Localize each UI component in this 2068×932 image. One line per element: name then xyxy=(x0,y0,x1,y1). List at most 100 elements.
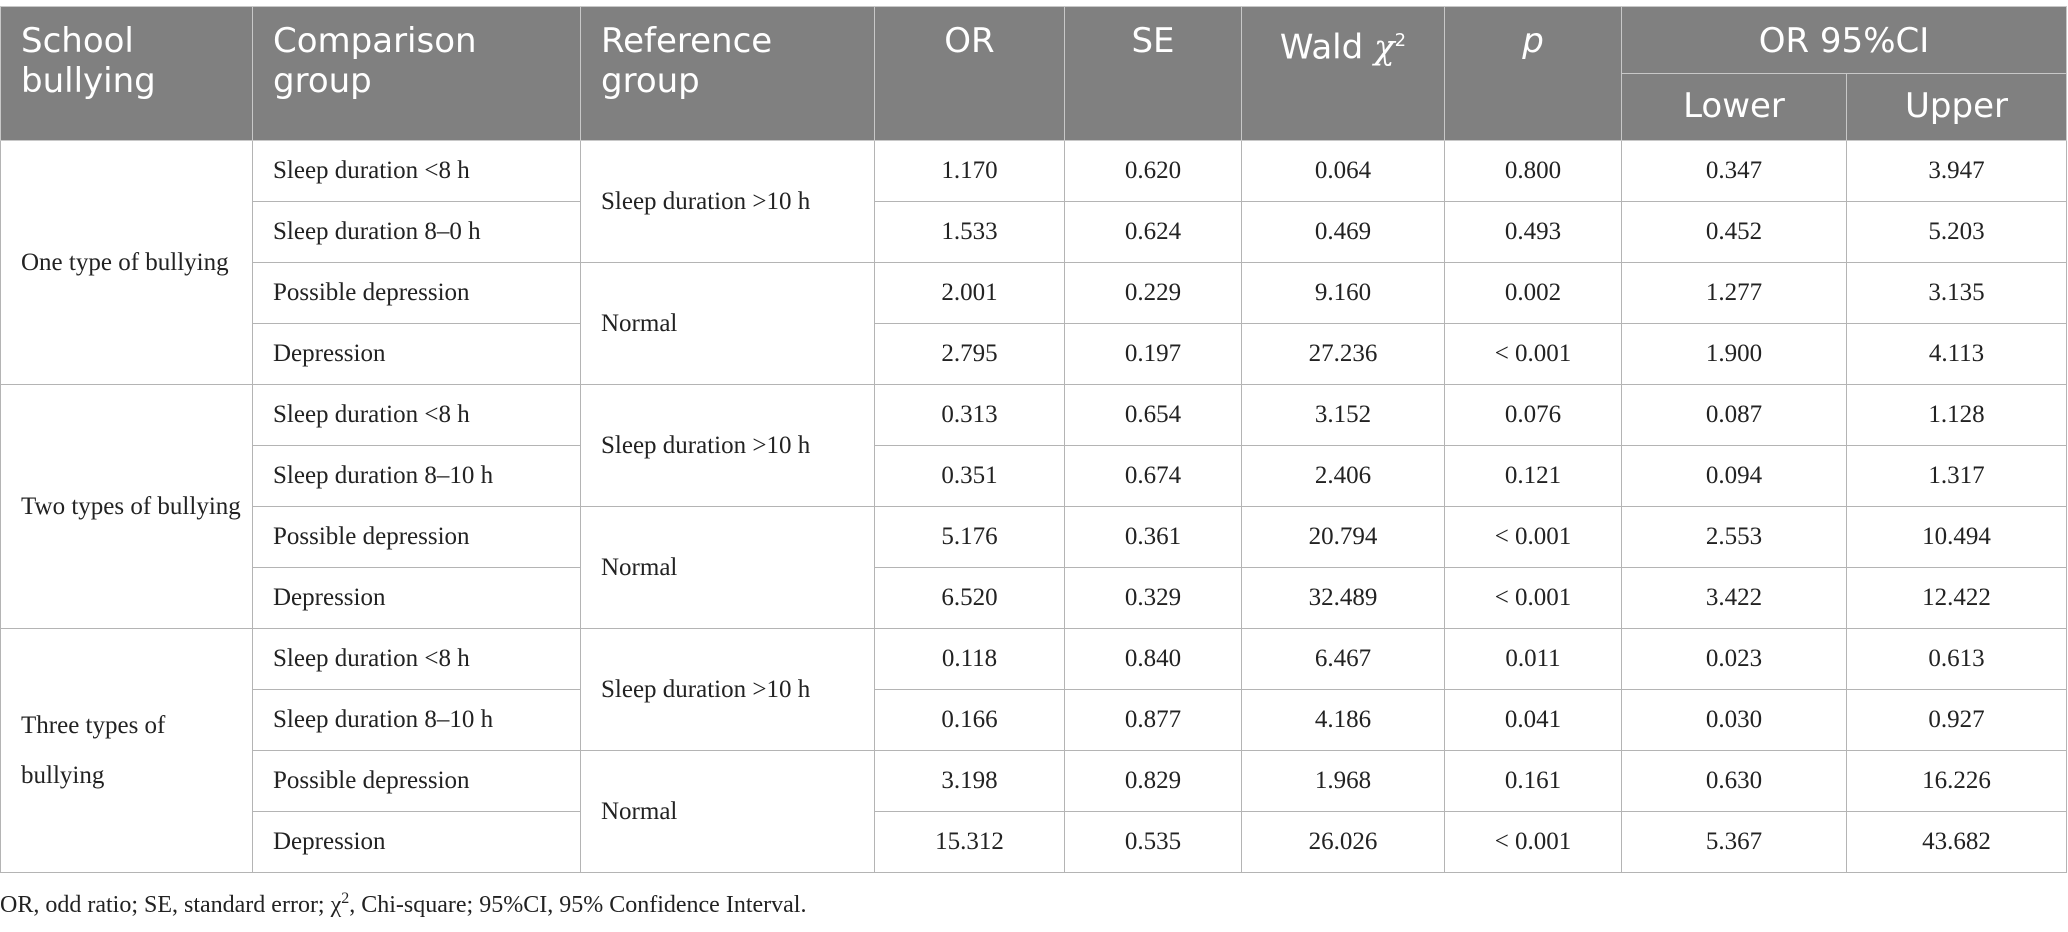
table-row: Possible depression Normal 3.198 0.829 1.968… xyxy=(1,750,2067,873)
header-school-bullying: School bullying xyxy=(0,6,253,141)
comparison-cell: Sleep duration <8 h xyxy=(252,384,581,446)
or-cell: 0.351 xyxy=(874,445,1065,507)
upper-cell: 1.128 xyxy=(1846,384,2067,446)
header-or-95ci: OR 95%CI xyxy=(1621,6,2067,74)
or-cell: 0.118 xyxy=(874,628,1065,690)
lower-cell: 0.452 xyxy=(1621,201,1847,263)
reference-cell: Sleep duration >10 h xyxy=(580,628,875,751)
se-cell: 0.229 xyxy=(1064,262,1242,324)
comparison-cell: Depression xyxy=(252,567,581,629)
wald-cell: 9.160 xyxy=(1241,262,1445,324)
reference-cell: Normal xyxy=(580,750,875,873)
upper-cell: 0.613 xyxy=(1846,628,2067,690)
wald-cell: 0.469 xyxy=(1241,201,1445,263)
comparison-cell: Sleep duration 8–0 h xyxy=(252,201,581,263)
reference-cell: Normal xyxy=(580,262,875,385)
p-cell: 0.121 xyxy=(1444,445,1622,507)
wald-cell: 27.236 xyxy=(1241,323,1445,385)
comparison-cell: Possible depression xyxy=(252,506,581,568)
header-lower: Lower xyxy=(1621,73,1847,141)
reference-cell: Sleep duration >10 h xyxy=(580,384,875,507)
table-row: Depression 2.795 0.197 27.236 < 0.001 1.900 4.… xyxy=(1,323,2067,385)
table-row: Depression 15.312 0.535 26.026 < 0.001 5.367 4… xyxy=(1,811,2067,873)
p-cell: 0.493 xyxy=(1444,201,1622,263)
wald-cell: 6.467 xyxy=(1241,628,1445,690)
p-cell: 0.011 xyxy=(1444,628,1622,690)
header-upper: Upper xyxy=(1846,73,2067,141)
se-cell: 0.654 xyxy=(1064,384,1242,446)
chi-superscript: 2 xyxy=(1394,30,1407,51)
table-row: Sleep duration 8–10 h 0.166 0.877 4.186 0.04… xyxy=(1,689,2067,751)
lower-cell: 0.087 xyxy=(1621,384,1847,446)
se-cell: 0.877 xyxy=(1064,689,1242,751)
or-cell: 15.312 xyxy=(874,811,1065,873)
upper-cell: 1.317 xyxy=(1846,445,2067,507)
wald-cell: 4.186 xyxy=(1241,689,1445,751)
se-cell: 0.535 xyxy=(1064,811,1242,873)
se-cell: 0.620 xyxy=(1064,140,1242,202)
lower-cell: 1.277 xyxy=(1621,262,1847,324)
p-cell: < 0.001 xyxy=(1444,323,1622,385)
comparison-cell: Sleep duration 8–10 h xyxy=(252,445,581,507)
group-label: One type of bullying xyxy=(0,140,253,385)
p-cell: 0.800 xyxy=(1444,140,1622,202)
table-row: Possible depression Normal 2.001 0.229 9.160… xyxy=(1,262,2067,385)
wald-cell: 20.794 xyxy=(1241,506,1445,568)
header-wald-chi2: Wald χ2 xyxy=(1241,6,1445,141)
comparison-cell: Sleep duration 8–10 h xyxy=(252,689,581,751)
table-footnote: OR, odd ratio; SE, standard error; χ2, C… xyxy=(0,890,806,919)
lower-cell: 1.900 xyxy=(1621,323,1847,385)
or-cell: 5.176 xyxy=(874,506,1065,568)
or-cell: 1.533 xyxy=(874,201,1065,263)
lower-cell: 3.422 xyxy=(1621,567,1847,629)
comparison-cell: Sleep duration <8 h xyxy=(252,140,581,202)
wald-cell: 32.489 xyxy=(1241,567,1445,629)
upper-cell: 16.226 xyxy=(1846,750,2067,812)
upper-cell: 5.203 xyxy=(1846,201,2067,263)
results-table: School bullying Comparison group Referen… xyxy=(0,6,2067,873)
comparison-cell: Possible depression xyxy=(252,750,581,812)
comparison-cell: Possible depression xyxy=(252,262,581,324)
or-cell: 1.170 xyxy=(874,140,1065,202)
or-cell: 6.520 xyxy=(874,567,1065,629)
se-cell: 0.840 xyxy=(1064,628,1242,690)
wald-cell: 1.968 xyxy=(1241,750,1445,812)
wald-cell: 0.064 xyxy=(1241,140,1445,202)
se-cell: 0.329 xyxy=(1064,567,1242,629)
reference-cell: Sleep duration >10 h xyxy=(580,140,875,263)
lower-cell: 5.367 xyxy=(1621,811,1847,873)
p-cell: 0.161 xyxy=(1444,750,1622,812)
header-p: p xyxy=(1444,6,1622,141)
upper-cell: 3.135 xyxy=(1846,262,2067,324)
wald-cell: 3.152 xyxy=(1241,384,1445,446)
p-cell: 0.076 xyxy=(1444,384,1622,446)
upper-cell: 12.422 xyxy=(1846,567,2067,629)
upper-cell: 43.682 xyxy=(1846,811,2067,873)
lower-cell: 2.553 xyxy=(1621,506,1847,568)
header-wald-word: Wald xyxy=(1279,27,1364,68)
lower-cell: 0.347 xyxy=(1621,140,1847,202)
upper-cell: 10.494 xyxy=(1846,506,2067,568)
or-cell: 0.166 xyxy=(874,689,1065,751)
se-cell: 0.624 xyxy=(1064,201,1242,263)
comparison-cell: Sleep duration <8 h xyxy=(252,628,581,690)
upper-cell: 3.947 xyxy=(1846,140,2067,202)
or-cell: 0.313 xyxy=(874,384,1065,446)
p-cell: < 0.001 xyxy=(1444,567,1622,629)
group-label: Three types of bullying xyxy=(0,628,253,873)
footnote-superscript: 2 xyxy=(341,890,350,907)
header-comparison-group: Comparison group xyxy=(252,6,581,141)
or-cell: 2.001 xyxy=(874,262,1065,324)
p-cell: < 0.001 xyxy=(1444,506,1622,568)
wald-cell: 2.406 xyxy=(1241,445,1445,507)
comparison-cell: Depression xyxy=(252,811,581,873)
chi-symbol: χ xyxy=(1374,27,1395,68)
comparison-cell: Depression xyxy=(252,323,581,385)
lower-cell: 0.094 xyxy=(1621,445,1847,507)
or-cell: 2.795 xyxy=(874,323,1065,385)
table-row: Two types of bullying Sleep duration <8 h… xyxy=(0,384,2067,629)
table-header: School bullying Comparison group Referen… xyxy=(0,6,2067,141)
lower-cell: 0.630 xyxy=(1621,750,1847,812)
